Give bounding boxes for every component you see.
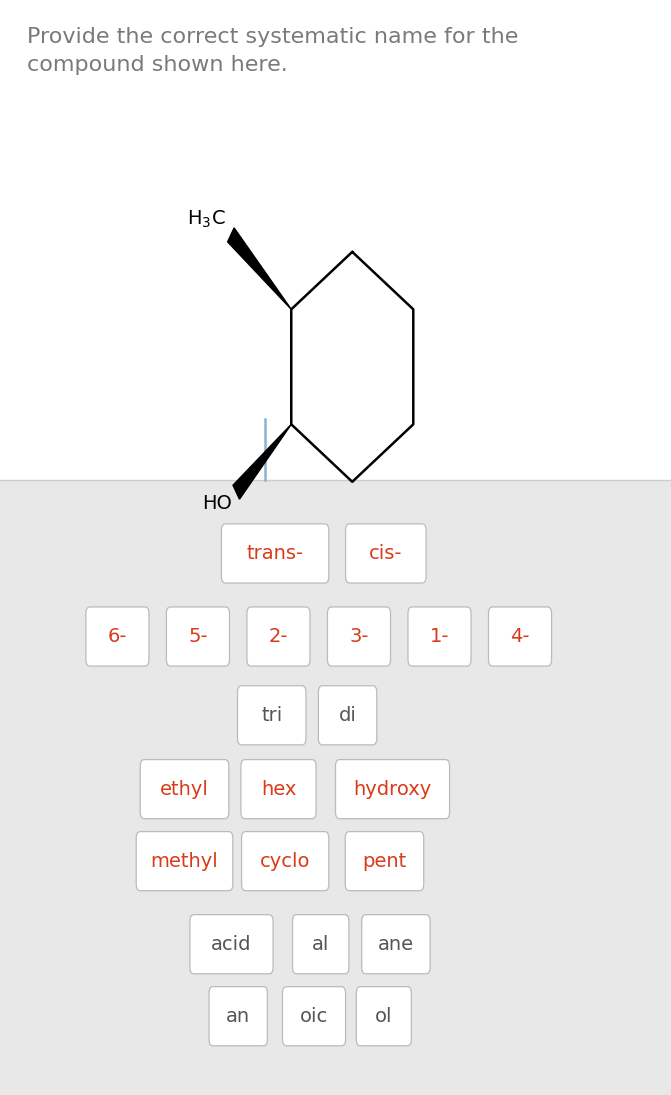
Bar bbox=[0, 0, 671, 480]
Text: pent: pent bbox=[362, 852, 407, 871]
FancyBboxPatch shape bbox=[241, 760, 316, 819]
FancyBboxPatch shape bbox=[136, 831, 233, 890]
FancyBboxPatch shape bbox=[408, 607, 471, 666]
Text: Provide the correct systematic name for the
compound shown here.: Provide the correct systematic name for … bbox=[27, 27, 518, 74]
FancyBboxPatch shape bbox=[247, 607, 310, 666]
Text: di: di bbox=[339, 706, 356, 725]
Text: cis-: cis- bbox=[369, 544, 403, 563]
FancyBboxPatch shape bbox=[356, 987, 411, 1046]
Text: hydroxy: hydroxy bbox=[354, 780, 431, 798]
FancyBboxPatch shape bbox=[86, 607, 149, 666]
Text: ol: ol bbox=[375, 1006, 393, 1026]
Text: an: an bbox=[226, 1006, 250, 1026]
FancyBboxPatch shape bbox=[488, 607, 552, 666]
Text: 2-: 2- bbox=[268, 627, 289, 646]
Text: oic: oic bbox=[300, 1006, 328, 1026]
Text: 4-: 4- bbox=[510, 627, 530, 646]
FancyBboxPatch shape bbox=[190, 914, 273, 973]
Text: trans-: trans- bbox=[246, 544, 304, 563]
FancyBboxPatch shape bbox=[318, 685, 377, 745]
FancyBboxPatch shape bbox=[242, 831, 329, 890]
FancyBboxPatch shape bbox=[166, 607, 229, 666]
Text: 5-: 5- bbox=[188, 627, 208, 646]
Text: $\mathregular{H_3C}$: $\mathregular{H_3C}$ bbox=[187, 209, 225, 231]
FancyBboxPatch shape bbox=[282, 987, 346, 1046]
Text: 1-: 1- bbox=[429, 627, 450, 646]
FancyBboxPatch shape bbox=[362, 914, 430, 973]
FancyBboxPatch shape bbox=[327, 607, 391, 666]
FancyBboxPatch shape bbox=[209, 987, 267, 1046]
Text: tri: tri bbox=[261, 706, 282, 725]
Text: acid: acid bbox=[211, 935, 252, 954]
FancyBboxPatch shape bbox=[140, 760, 229, 819]
Polygon shape bbox=[233, 425, 291, 499]
Text: 6-: 6- bbox=[107, 627, 127, 646]
Polygon shape bbox=[227, 228, 291, 309]
FancyBboxPatch shape bbox=[293, 914, 349, 973]
FancyBboxPatch shape bbox=[336, 760, 450, 819]
FancyBboxPatch shape bbox=[346, 523, 426, 583]
Bar bbox=[0, 480, 671, 1095]
Text: methyl: methyl bbox=[151, 852, 218, 871]
FancyBboxPatch shape bbox=[221, 523, 329, 583]
Text: al: al bbox=[312, 935, 329, 954]
Text: HO: HO bbox=[203, 495, 232, 514]
FancyBboxPatch shape bbox=[238, 685, 306, 745]
Text: ane: ane bbox=[378, 935, 414, 954]
Text: hex: hex bbox=[261, 780, 296, 798]
Text: 3-: 3- bbox=[349, 627, 369, 646]
Text: cyclo: cyclo bbox=[260, 852, 311, 871]
Text: ethyl: ethyl bbox=[160, 780, 209, 798]
FancyBboxPatch shape bbox=[345, 831, 424, 890]
